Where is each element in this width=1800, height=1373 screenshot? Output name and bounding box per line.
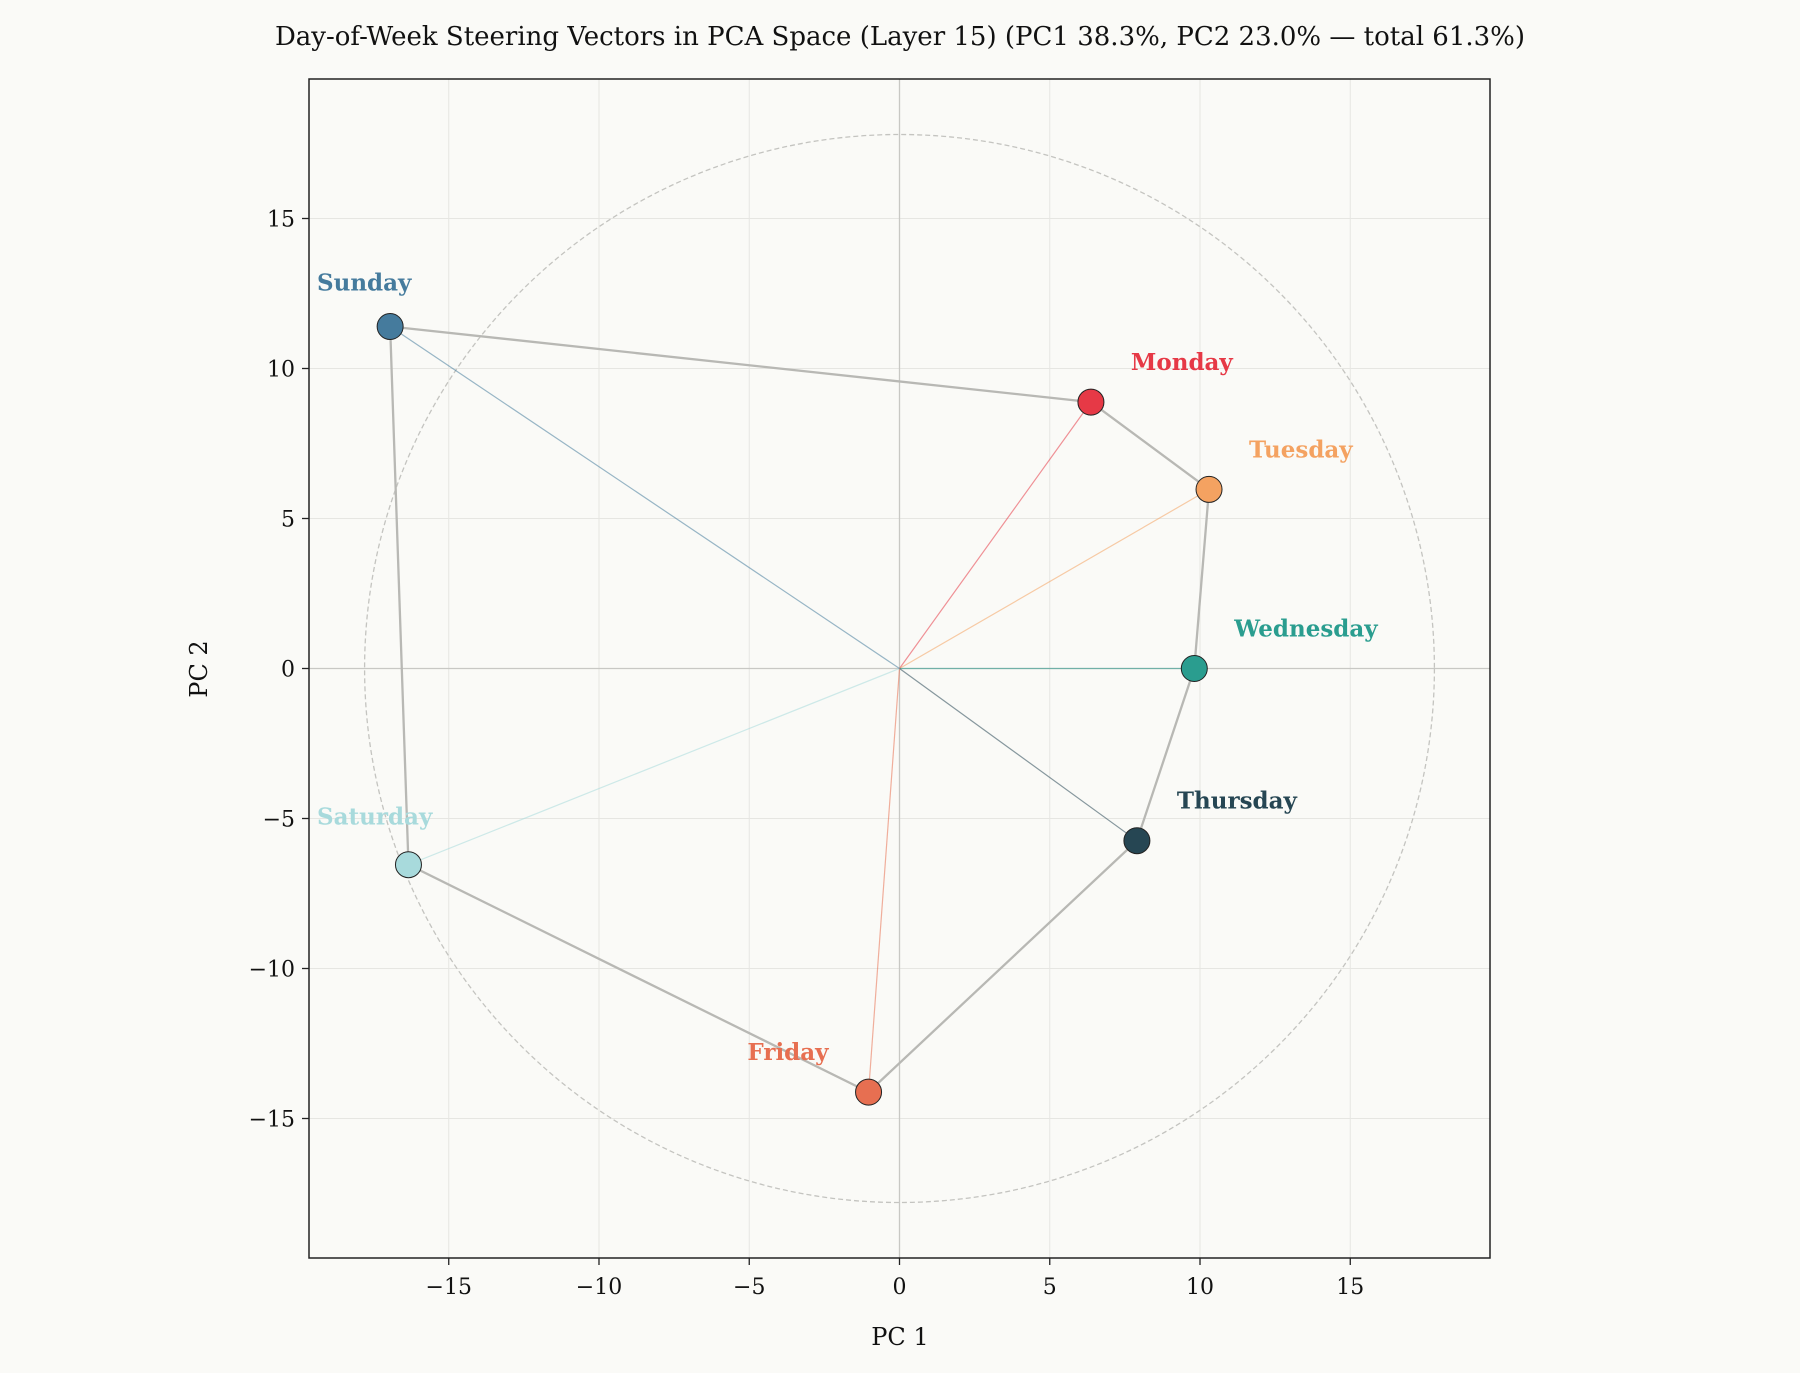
point-friday <box>855 1078 883 1106</box>
y-tick-label: 0 <box>281 658 295 683</box>
x-axis-label: PC 1 <box>871 1323 928 1351</box>
label-friday: Friday <box>747 1039 829 1066</box>
vector-monday <box>899 401 1092 669</box>
point-thursday <box>1123 827 1151 855</box>
label-tuesday: Tuesday <box>1249 436 1353 463</box>
vector-saturday <box>408 667 900 866</box>
point-sunday <box>376 313 404 340</box>
vector-thursday <box>899 668 1138 842</box>
vector-tuesday <box>899 488 1210 670</box>
label-sunday: Sunday <box>317 270 412 297</box>
point-wednesday <box>1180 655 1208 682</box>
y-tick-label: −15 <box>249 1108 295 1133</box>
y-tick-label: 10 <box>267 358 295 383</box>
chart-title: Day-of-Week Steering Vectors in PCA Spac… <box>275 22 1525 52</box>
point-tuesday <box>1195 475 1223 503</box>
point-monday <box>1077 388 1105 416</box>
cycle-polygon <box>388 325 1211 1094</box>
x-tick-label: 5 <box>1043 1275 1057 1300</box>
point-saturday <box>394 851 422 879</box>
y-axis-label: PC 2 <box>185 640 213 697</box>
y-tick-label: −5 <box>263 808 295 833</box>
label-saturday: Saturday <box>317 804 433 831</box>
x-tick-label: −5 <box>733 1275 765 1300</box>
label-thursday: Thursday <box>1177 788 1298 815</box>
vector-sunday <box>389 326 900 669</box>
x-tick-label: −10 <box>576 1275 622 1300</box>
x-tick-label: −15 <box>426 1275 472 1300</box>
x-tick-label: 15 <box>1336 1275 1364 1300</box>
label-monday: Monday <box>1131 349 1234 376</box>
y-tick-label: 15 <box>267 208 295 233</box>
x-tick-label: 0 <box>893 1275 907 1300</box>
reference-circle <box>363 133 1436 1204</box>
y-tick-label: 5 <box>281 508 295 533</box>
x-tick-label: 10 <box>1186 1275 1214 1300</box>
vector-friday <box>867 668 901 1093</box>
y-tick-label: −10 <box>249 958 295 983</box>
label-wednesday: Wednesday <box>1233 616 1378 643</box>
